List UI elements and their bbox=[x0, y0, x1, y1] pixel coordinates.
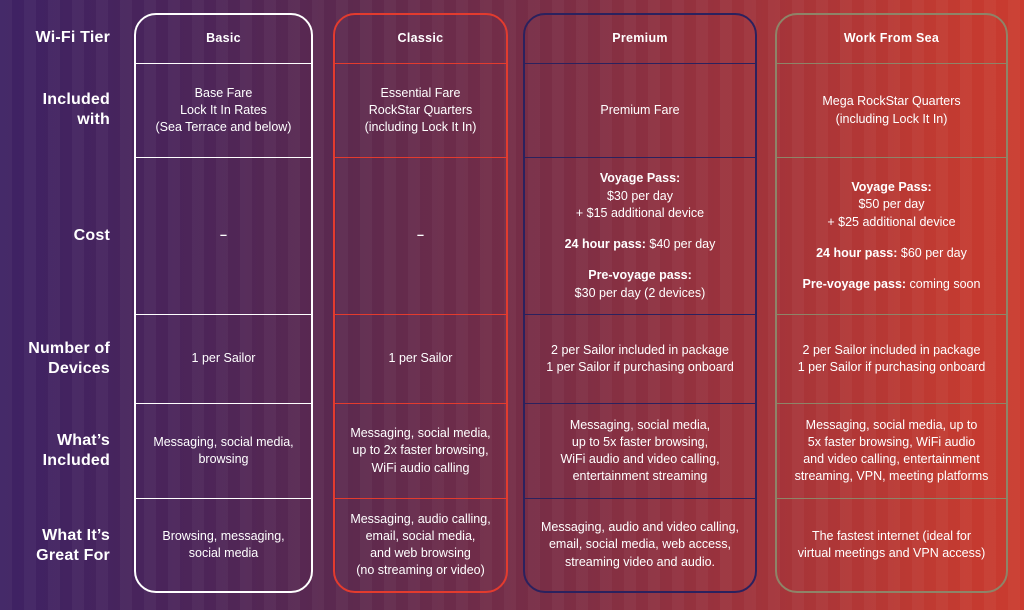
classic-great-for-cell: Messaging, audio calling, email, social … bbox=[335, 498, 506, 591]
premium-cost-cell: Voyage Pass: $30 per day + $15 additional … bbox=[525, 157, 755, 314]
row-labels-column: Wi-Fi Tier Included with Cost Number of … bbox=[0, 13, 134, 593]
row-label-devices: Number of Devices bbox=[28, 339, 110, 377]
premium-included-with-cell: Premium Fare bbox=[525, 63, 755, 157]
basic-great-for-cell: Browsing, messaging, social media bbox=[136, 498, 311, 591]
work-from-sea-header: Work From Sea bbox=[843, 31, 940, 46]
work-from-sea-whats-included-cell: Messaging, social media, up to 5x faster… bbox=[777, 403, 1006, 498]
row-label-cost: Cost bbox=[73, 226, 110, 244]
tier-card-classic: Classic Essential Fare RockStar Quarters… bbox=[333, 13, 508, 593]
row-label-great-for: What It’s Great For bbox=[36, 526, 110, 564]
basic-whats-included-cell: Messaging, social media, browsing bbox=[136, 403, 311, 498]
work-from-sea-devices-cell: 2 per Sailor included in package 1 per S… bbox=[777, 314, 1006, 403]
classic-cost-cell: – bbox=[335, 157, 506, 314]
basic-included-with-cell: Base Fare Lock It In Rates (Sea Terrace … bbox=[136, 63, 311, 157]
premium-great-for-cell: Messaging, audio and video calling, emai… bbox=[525, 498, 755, 591]
tier-card-premium: Premium Premium Fare Voyage Pass: $30 per… bbox=[523, 13, 757, 593]
tier-card-basic: Basic Base Fare Lock It In Rates (Sea Te… bbox=[134, 13, 313, 593]
classic-whats-included-cell: Messaging, social media, up to 2x faster… bbox=[335, 403, 506, 498]
work-from-sea-great-for-cell: The fastest internet (ideal for virtual … bbox=[777, 498, 1006, 591]
work-from-sea-included-with-cell: Mega RockStar Quarters (including Lock I… bbox=[777, 63, 1006, 157]
tier-card-work-from-sea: Work From Sea Mega RockStar Quarters (in… bbox=[775, 13, 1008, 593]
comparison-table: Wi-Fi Tier Included with Cost Number of … bbox=[0, 13, 1008, 593]
premium-devices-cell: 2 per Sailor included in package 1 per S… bbox=[525, 314, 755, 403]
basic-devices-cell: 1 per Sailor bbox=[136, 314, 311, 403]
classic-header: Classic bbox=[397, 31, 444, 46]
row-label-wifi-tier: Wi-Fi Tier bbox=[35, 29, 110, 46]
basic-cost-cell: – bbox=[136, 157, 311, 314]
row-label-whats-included: What’s Included bbox=[42, 431, 110, 469]
premium-header: Premium bbox=[612, 31, 668, 46]
classic-devices-cell: 1 per Sailor bbox=[335, 314, 506, 403]
row-label-included-with: Included with bbox=[42, 91, 110, 128]
work-from-sea-cost-cell: Voyage Pass: $50 per day + $25 additional … bbox=[777, 157, 1006, 314]
classic-included-with-cell: Essential Fare RockStar Quarters (includ… bbox=[335, 63, 506, 157]
basic-header: Basic bbox=[206, 31, 241, 46]
premium-whats-included-cell: Messaging, social media, up to 5x faster… bbox=[525, 403, 755, 498]
